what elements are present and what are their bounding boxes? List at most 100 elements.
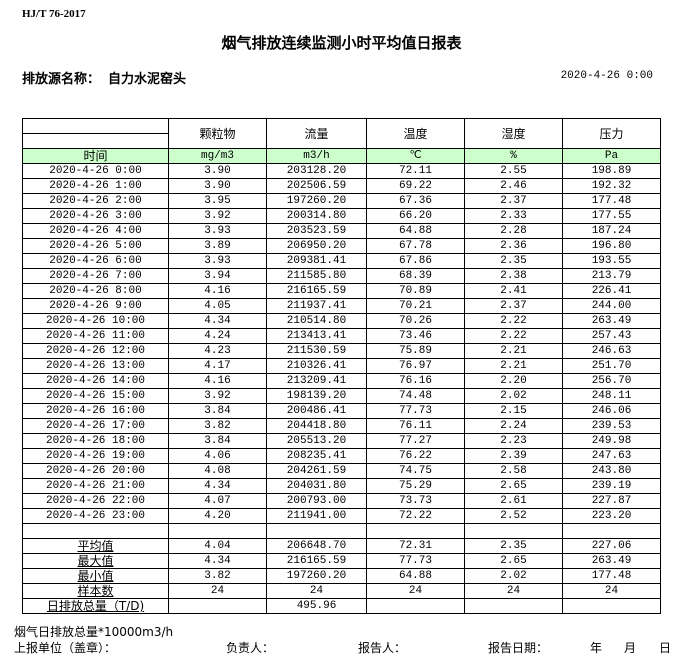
value-cell: 73.73 [366,493,465,509]
value-cell: 4.34 [168,313,267,329]
value-cell: 210326.41 [266,358,367,374]
unit-row: 时间 mg/m3 m3/h ℃ % Pa [22,148,661,164]
unit-label: 上报单位（盖章）： [14,641,117,655]
value-cell: 2.28 [464,223,563,239]
time-cell: 2020-4-26 17:00 [22,418,169,434]
value-cell [464,523,563,539]
source-name: 自力水泥窑头 [108,72,187,87]
data-row: 2020-4-26 1:00 3.90 202506.59 69.22 2.46 192.… [22,178,661,194]
value-cell: 2.21 [464,358,563,374]
value-cell: 3.93 [168,253,267,269]
stat-label: 最大值 [22,553,169,569]
time-cell: 2020-4-26 23:00 [22,508,169,524]
value-cell: 2.22 [464,328,563,344]
value-cell: 3.95 [168,193,267,209]
data-row: 2020-4-26 13:00 4.17 210326.41 76.97 2.21 251… [22,358,661,374]
stat-label: 样本数 [22,583,169,599]
value-cell [366,598,465,614]
value-cell: 248.11 [562,388,661,404]
year-label: 年 [590,641,603,655]
stat-label: 最小值 [22,568,169,584]
unit-cell: % [464,148,563,164]
value-cell [168,598,267,614]
value-cell: 247.63 [562,448,661,464]
data-row: 2020-4-26 8:00 4.16 216165.59 70.89 2.41 226.… [22,283,661,299]
value-cell: 209381.41 [266,253,367,269]
value-cell: 263.49 [562,553,661,569]
value-cell: 24 [266,583,367,599]
value-cell: 2.61 [464,493,563,509]
value-cell: 73.46 [366,328,465,344]
stat-row: 最小值 3.82 197260.20 64.88 2.02 177.48 [22,568,661,584]
column-header: 温度 [366,118,465,149]
value-cell: 216165.59 [266,283,367,299]
value-cell: 24 [562,583,661,599]
time-cell: 2020-4-26 22:00 [22,493,169,509]
data-row: 2020-4-26 23:00 4.20 211941.00 72.22 2.52 223… [22,508,661,524]
value-cell: 2.02 [464,568,563,584]
value-cell: 263.49 [562,313,661,329]
blank-row [22,523,661,539]
data-row: 2020-4-26 5:00 3.89 206950.20 67.78 2.36 196.… [22,238,661,254]
value-cell: 495.96 [266,598,367,614]
value-cell: 2.37 [464,298,563,314]
time-cell: 2020-4-26 9:00 [22,298,169,314]
column-header: 颗粒物 [168,118,267,149]
unit-cell: mg/m3 [168,148,267,164]
value-cell: 4.34 [168,478,267,494]
value-cell: 197260.20 [266,568,367,584]
value-cell: 3.92 [168,388,267,404]
footer-note: 烟气日排放总量*10000m3/h [14,625,174,639]
value-cell: 2.35 [464,538,563,554]
time-cell: 2020-4-26 13:00 [22,358,169,374]
value-cell: 2.15 [464,403,563,419]
value-cell: 200486.41 [266,403,367,419]
value-cell: 4.23 [168,343,267,359]
value-cell: 196.80 [562,238,661,254]
value-cell: 72.31 [366,538,465,554]
value-cell: 64.88 [366,568,465,584]
value-cell: 2.55 [464,163,563,179]
data-row: 2020-4-26 11:00 4.24 213413.41 73.46 2.22 257… [22,328,661,344]
value-cell: 76.97 [366,358,465,374]
value-cell: 72.11 [366,163,465,179]
time-cell: 2020-4-26 19:00 [22,448,169,464]
data-row: 2020-4-26 14:00 4.16 213209.41 76.16 2.20 256… [22,373,661,389]
time-cell: 2020-4-26 0:00 [22,163,169,179]
time-cell: 2020-4-26 16:00 [22,403,169,419]
data-row: 2020-4-26 3:00 3.92 200314.80 66.20 2.33 177.… [22,208,661,224]
time-cell: 2020-4-26 12:00 [22,343,169,359]
value-cell: 4.34 [168,553,267,569]
value-cell: 77.73 [366,403,465,419]
value-cell: 77.73 [366,553,465,569]
value-cell: 239.19 [562,478,661,494]
value-cell: 246.63 [562,343,661,359]
value-cell: 206648.70 [266,538,367,554]
time-cell: 2020-4-26 2:00 [22,193,169,209]
value-cell: 210514.80 [266,313,367,329]
data-row: 2020-4-26 20:00 4.08 204261.59 74.75 2.58 243… [22,463,661,479]
time-cell: 2020-4-26 10:00 [22,313,169,329]
time-header: 时间 [22,148,169,164]
value-cell: 2.20 [464,373,563,389]
data-row: 2020-4-26 22:00 4.07 200793.00 73.73 2.61 227… [22,493,661,509]
value-cell: 2.38 [464,268,563,284]
source-label: 排放源名称： [22,72,101,87]
value-cell: 198.89 [562,163,661,179]
value-cell: 203128.20 [266,163,367,179]
value-cell: 203523.59 [266,223,367,239]
time-cell: 2020-4-26 6:00 [22,253,169,269]
value-cell: 177.48 [562,193,661,209]
value-cell: 76.11 [366,418,465,434]
value-cell: 243.80 [562,463,661,479]
value-cell: 204261.59 [266,463,367,479]
reporter-label: 报告人： [358,641,407,655]
value-cell: 3.84 [168,433,267,449]
standard-code: HJ/T 76-2017 [22,8,86,20]
value-cell: 4.06 [168,448,267,464]
responsible-label: 负责人： [226,641,275,655]
data-row: 2020-4-26 10:00 4.34 210514.80 70.26 2.22 263… [22,313,661,329]
stat-label: 平均值 [22,538,169,554]
value-cell: 67.36 [366,193,465,209]
data-row: 2020-4-26 12:00 4.23 211530.59 75.89 2.21 246… [22,343,661,359]
